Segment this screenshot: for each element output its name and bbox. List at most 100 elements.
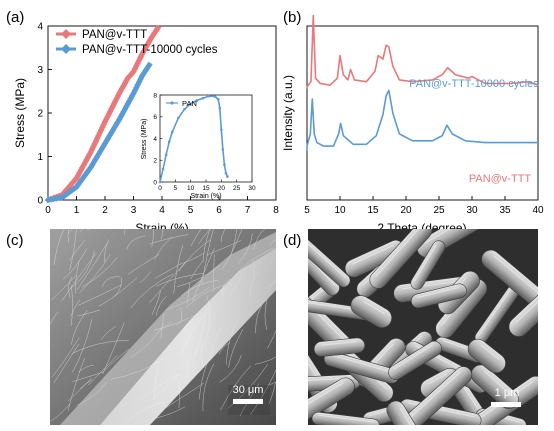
series-label-cycled: PAN@v-TTT-10000 cycles — [409, 78, 539, 90]
data-point — [79, 164, 86, 172]
inset-data-point — [167, 140, 171, 144]
data-point — [106, 108, 114, 115]
nanorod — [311, 411, 380, 425]
data-point — [109, 103, 116, 110]
fiber-strand — [76, 243, 108, 291]
nanorod — [400, 366, 473, 425]
fiber-strand — [190, 229, 202, 247]
fiber-strand — [154, 265, 179, 279]
legend-label: PAN@v-TTT-10000 cycles — [82, 44, 218, 56]
fiber-strand — [190, 259, 204, 280]
nanorod — [481, 249, 538, 309]
y-axis-label: Stress (MPa) — [13, 78, 27, 148]
y-axis-label-b: Intensity (a.u.) — [281, 75, 295, 151]
data-point — [100, 142, 107, 150]
fiber-strand — [72, 371, 105, 382]
fiber-strand — [220, 229, 226, 243]
legend-label: PAN@v-TTT — [82, 29, 147, 41]
inset-x-tick-label: 20 — [218, 185, 226, 192]
fiber-strand — [67, 358, 85, 411]
inset-data-point — [170, 130, 174, 134]
fiber-strand — [51, 337, 80, 378]
inset-y-tick-label: 8 — [153, 92, 157, 99]
fiber-strand — [230, 229, 238, 256]
panel-c-label: (c) — [6, 232, 24, 249]
scale-bar-d — [491, 402, 521, 407]
scale-bar-c — [233, 399, 263, 404]
y-tick-label: 2 — [37, 109, 43, 120]
nanorod — [508, 287, 538, 337]
data-point — [44, 196, 52, 204]
fiber-strand — [173, 244, 184, 294]
fiber-strand — [206, 240, 242, 256]
data-point — [123, 77, 130, 84]
inset-data-point — [158, 180, 162, 184]
inset-x-tick-label: 0 — [158, 185, 162, 192]
inset-data-point — [213, 95, 217, 98]
x-tick-label: 0 — [45, 205, 51, 216]
fiber-strand — [267, 330, 276, 349]
fiber-strand — [88, 355, 118, 386]
data-point — [137, 75, 144, 83]
nanorod — [386, 400, 421, 425]
x-tick-label: 2 — [102, 205, 108, 216]
data-point — [103, 115, 110, 123]
fiber-strand — [149, 261, 187, 304]
data-point — [149, 33, 156, 40]
data-point — [63, 190, 71, 198]
fiber-strand — [70, 285, 73, 327]
series-label-pristine: PAN@v-TTT — [469, 173, 532, 185]
panel-d-label: (d) — [283, 232, 301, 249]
fiber-strand — [250, 369, 276, 415]
plot-a-ticks: 0 1 2 3 4 5 6 7 8 0 1 2 3 4 — [37, 22, 279, 217]
fiber-strand — [178, 239, 211, 272]
fiber-strand — [53, 229, 65, 265]
fiber-strand — [102, 322, 125, 375]
xrd-chart: 5 10 15 20 25 30 35 40 PAN@v-TTT-10000 cycles P… — [281, 14, 544, 235]
fiber-strand — [79, 254, 111, 293]
pan-inset-chart: 0 5 10 15 20 25 30 0 2 4 6 8 PAN Strain (%) Stress … — [141, 92, 256, 200]
fiber-strand — [75, 259, 80, 294]
fiber-strand — [67, 377, 92, 402]
x-tick-label-b: 40 — [532, 205, 544, 216]
data-point — [121, 80, 129, 87]
data-point — [144, 40, 151, 48]
plot-a-legend: PAN@v-TTT PAN@v-TTT-10000 cycles — [56, 29, 218, 56]
data-point — [53, 195, 60, 202]
inset-data-point — [220, 128, 223, 132]
y-tick-label: 4 — [37, 22, 43, 33]
inset-data-point — [221, 148, 225, 151]
fiber-strand — [79, 379, 93, 390]
nanorod — [308, 377, 355, 421]
data-point — [114, 92, 122, 100]
fiber-strand — [264, 297, 268, 330]
inset-series — [158, 94, 229, 184]
fiber-strand — [268, 382, 276, 405]
fiber-strand — [220, 365, 252, 411]
data-point — [130, 68, 137, 75]
xrd-pattern — [306, 14, 539, 89]
fiber-strand — [156, 272, 204, 287]
x-tick-label: 8 — [273, 205, 279, 216]
fiber-strand — [101, 276, 121, 288]
x-tick-label-b: 20 — [400, 205, 412, 216]
data-point — [76, 169, 83, 177]
y-tick-label: 3 — [37, 65, 43, 76]
x-tick-label: 4 — [159, 205, 165, 216]
fiber-strand — [218, 342, 230, 355]
data-point — [98, 145, 106, 152]
x-tick-label-b: 25 — [433, 205, 445, 216]
data-point — [105, 110, 113, 118]
nanorod — [350, 295, 393, 329]
plot-b-ticks: 5 10 15 20 25 30 35 40 — [304, 196, 544, 216]
sem-image-nanorods: 1 μm — [308, 229, 538, 425]
inset-data-point — [224, 172, 228, 175]
fiber-strand — [71, 319, 93, 373]
y-tick-label: 0 — [37, 196, 43, 207]
fiber-strand — [151, 290, 161, 316]
inset-data-point — [177, 116, 180, 120]
scale-bar-label-d: 1 μm — [495, 387, 520, 399]
fiber-strand — [151, 229, 154, 247]
x-tick-label-b: 30 — [466, 205, 478, 216]
